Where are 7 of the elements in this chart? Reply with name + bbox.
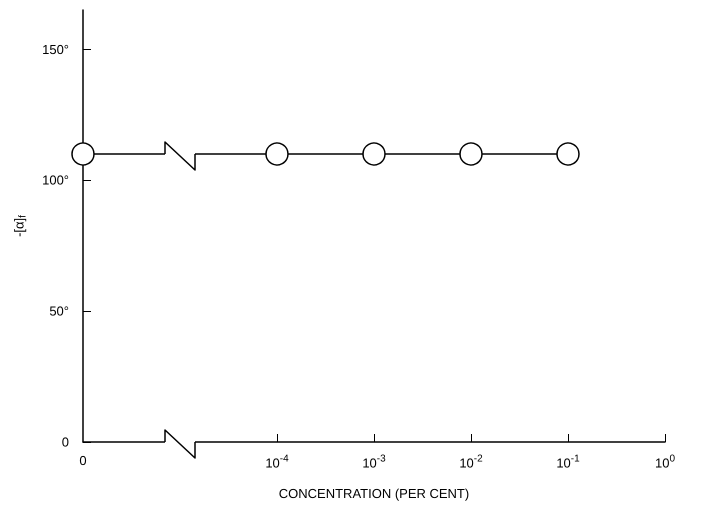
x-axis-title: CONCENTRATION (PER CENT) [278, 486, 470, 501]
x-tick-label: 0 [79, 453, 87, 468]
y-axis-title: -[α]f [12, 214, 28, 237]
y-tick-label: 50° [49, 304, 69, 319]
y-tick-label: 100° [42, 172, 69, 188]
y-tick-label: 0 [62, 434, 69, 450]
y-tick-label: 150° [42, 42, 69, 57]
